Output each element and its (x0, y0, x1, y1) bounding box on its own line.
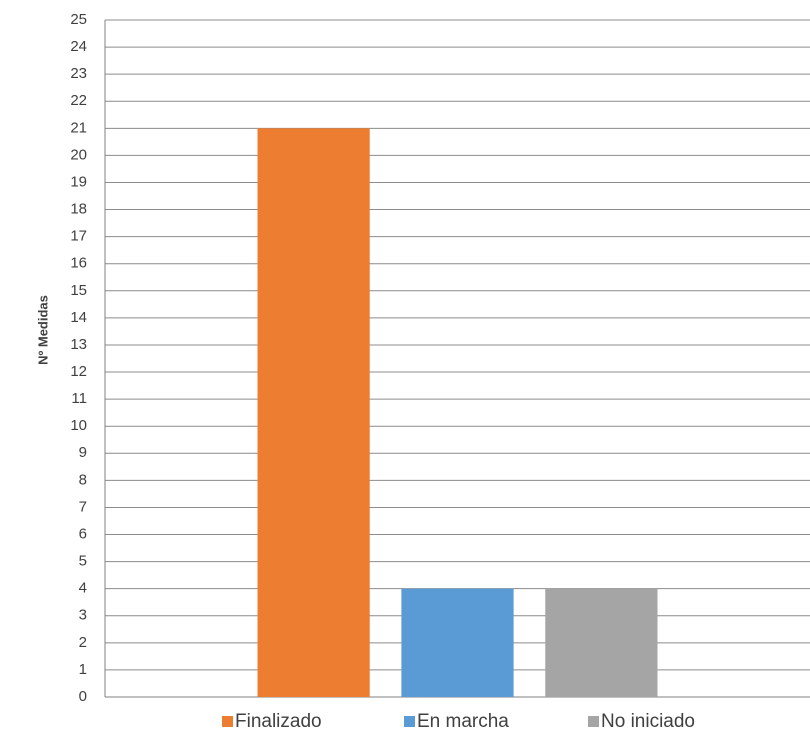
y-tick-label: 11 (71, 390, 87, 407)
y-tick-label: 14 (70, 309, 87, 326)
y-tick-label: 2 (79, 634, 87, 651)
y-tick-label: 16 (70, 255, 87, 272)
y-tick-label: 19 (70, 173, 87, 190)
y-tick-label: 12 (70, 363, 87, 380)
y-tick-label: 21 (70, 119, 87, 136)
legend-swatch-en-marcha (404, 716, 415, 727)
y-tick-label: 1 (79, 661, 87, 678)
y-tick-label: 3 (79, 607, 87, 624)
legend-swatch-no-iniciado (588, 716, 599, 727)
y-tick-label: 18 (70, 201, 87, 218)
legend-label: Finalizado (235, 711, 322, 732)
y-tick-label: 23 (70, 65, 87, 82)
y-tick-label: 15 (70, 282, 87, 299)
y-tick-label: 9 (79, 444, 87, 461)
bar-finalizado (257, 128, 370, 697)
y-tick-label: 0 (79, 688, 87, 705)
y-tick-label: 22 (70, 92, 87, 109)
y-tick-label: 13 (70, 336, 87, 353)
y-tick-label: 6 (79, 525, 87, 542)
legend-label: En marcha (417, 711, 509, 732)
y-tick-label: 4 (79, 580, 87, 597)
y-tick-label: 5 (79, 553, 87, 570)
y-tick-label: 17 (70, 228, 87, 245)
y-tick-label: 24 (70, 38, 87, 55)
y-tick-label: 10 (70, 417, 87, 434)
grid-lines (105, 19, 810, 698)
y-tick-label: 20 (70, 146, 87, 163)
y-tick-label: 8 (79, 471, 87, 488)
legend-label: No iniciado (601, 711, 695, 732)
y-tick-label: 7 (79, 498, 87, 515)
bar-no-iniciado (545, 588, 658, 697)
y-axis-label: Nº Medidas (35, 295, 50, 365)
y-axis-ticks: 0123456789101112131415161718192021222324… (70, 11, 87, 705)
bar-en-marcha (401, 588, 514, 697)
legend-swatch-finalizado (222, 716, 233, 727)
bars (257, 128, 658, 697)
legend: Finalizado En marcha No iniciado (222, 711, 695, 732)
y-tick-label: 25 (70, 11, 87, 28)
